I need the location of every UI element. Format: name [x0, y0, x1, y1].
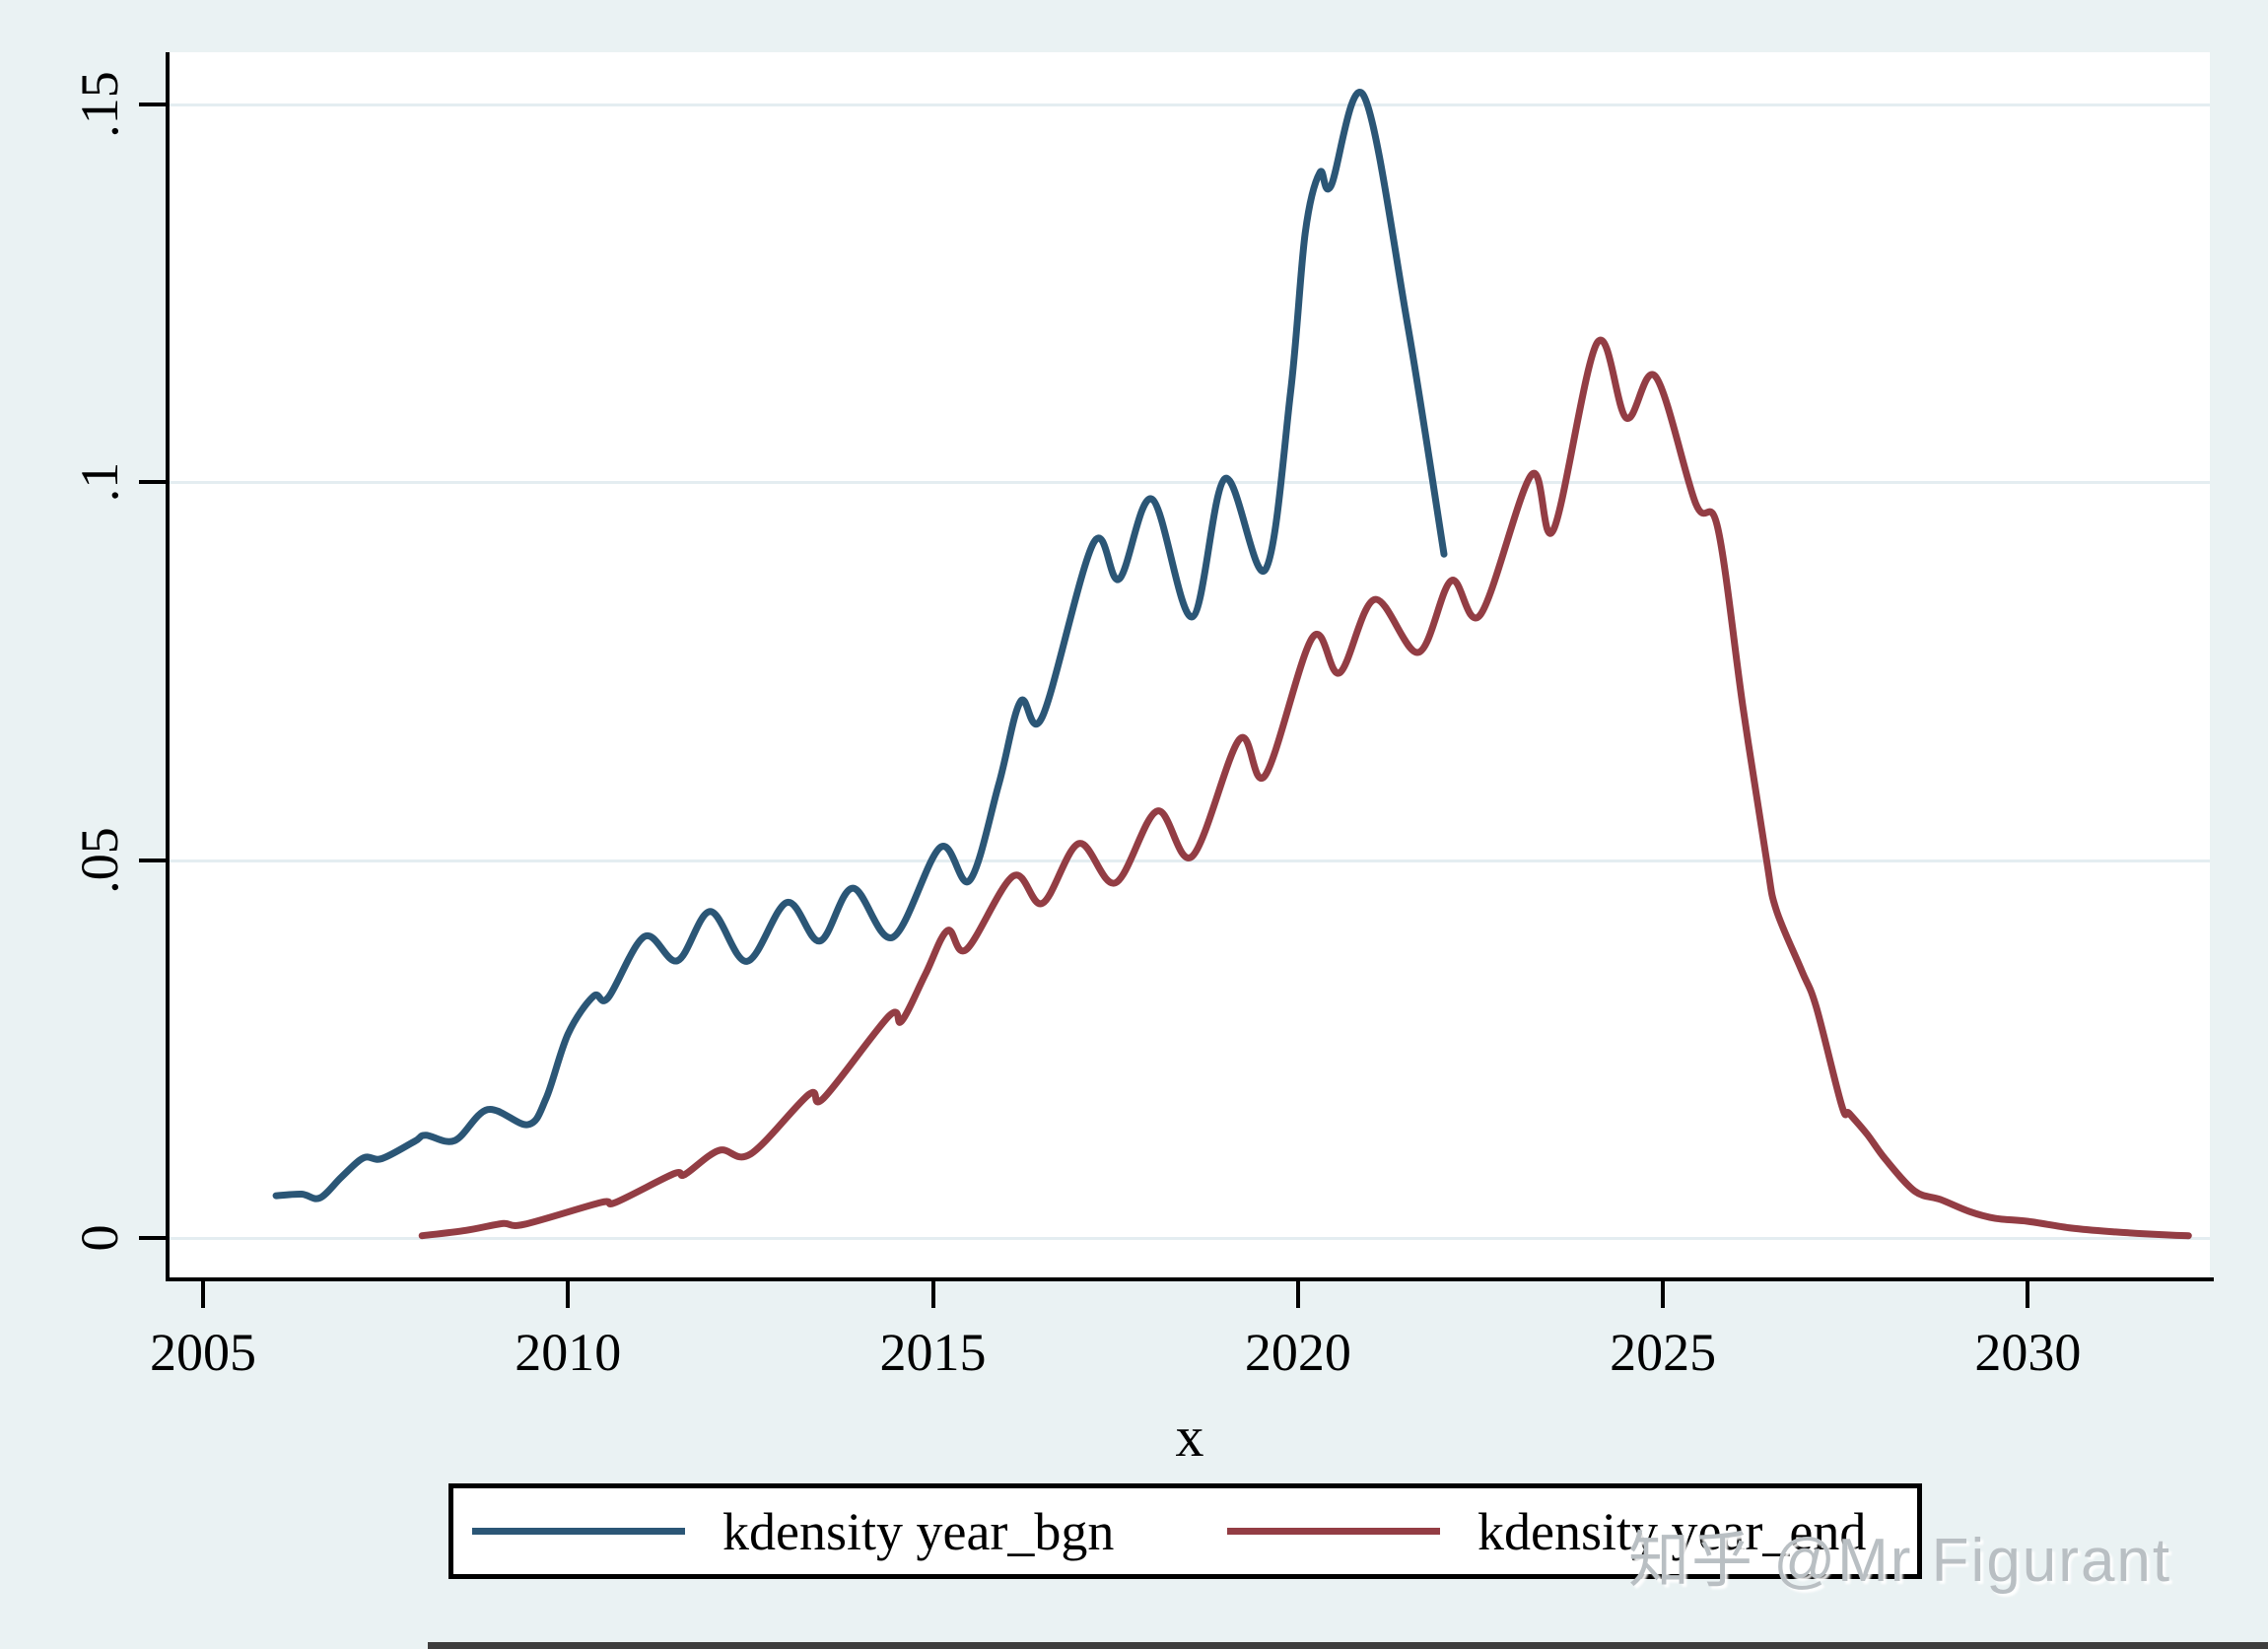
legend-entry-year-bgn: kdensity year_bgn — [472, 1488, 1114, 1574]
x-tick-2025 — [1661, 1281, 1666, 1308]
x-tick-2015 — [930, 1281, 935, 1308]
x-tick-label-2005: 2005 — [150, 1323, 256, 1382]
x-tick-label-2025: 2025 — [1610, 1323, 1717, 1382]
y-tick-.05 — [139, 858, 166, 862]
legend-label-year-end: kdensity year_end — [1478, 1501, 1867, 1561]
kdensity-year-end-curve — [418, 336, 2192, 1240]
legend-box: kdensity year_bgn kdensity year_end — [448, 1483, 1922, 1579]
x-tick-label-2020: 2020 — [1244, 1323, 1351, 1382]
x-tick-2020 — [1295, 1281, 1300, 1308]
kdensity-year-bgn-curve — [272, 89, 1448, 1202]
x-tick-2010 — [566, 1281, 571, 1308]
legend-entry-year-end: kdensity year_end — [1227, 1488, 1866, 1574]
x-tick-label-2010: 2010 — [515, 1323, 622, 1382]
x-tick-2030 — [2026, 1281, 2030, 1308]
y-tick-.1 — [139, 480, 166, 485]
bottom-edge-bar — [428, 1642, 2268, 1649]
x-tick-label-2030: 2030 — [1974, 1323, 2082, 1382]
plot-area — [170, 52, 2210, 1277]
year-end-line-swatch — [1227, 1528, 1440, 1535]
year-bgn-line-swatch — [472, 1528, 685, 1535]
y-axis-line — [166, 52, 170, 1281]
x-axis-title: x — [1175, 1405, 1204, 1469]
gridline-y-.15 — [170, 103, 2210, 107]
y-tick-0 — [139, 1236, 166, 1240]
watermark: 知乎 @Mr Figurant — [1628, 1527, 2172, 1595]
legend-label-year-bgn: kdensity year_bgn — [722, 1501, 1115, 1561]
x-tick-2005 — [201, 1281, 205, 1308]
y-tick-.15 — [139, 103, 166, 107]
x-axis-line — [166, 1277, 2214, 1281]
x-tick-label-2015: 2015 — [879, 1323, 987, 1382]
gridline-y-0 — [170, 1237, 2210, 1240]
gridline-y-.1 — [170, 481, 2210, 485]
